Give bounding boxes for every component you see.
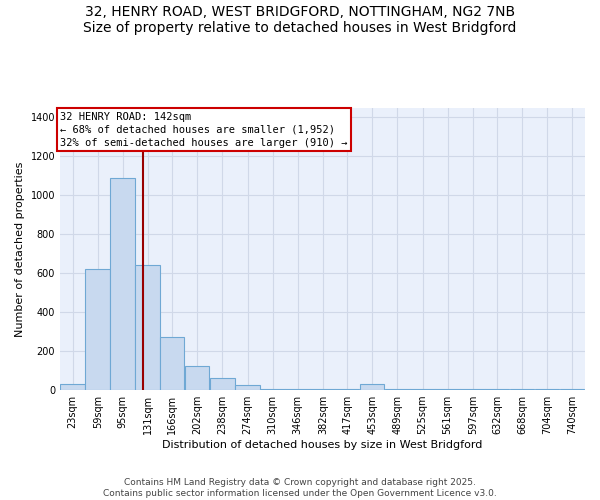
Bar xyxy=(285,389,310,390)
Bar xyxy=(185,366,209,390)
Text: 32 HENRY ROAD: 142sqm
← 68% of detached houses are smaller (1,952)
32% of semi-d: 32 HENRY ROAD: 142sqm ← 68% of detached … xyxy=(60,112,347,148)
Bar xyxy=(85,270,110,390)
Bar xyxy=(535,389,559,390)
Bar xyxy=(360,384,385,390)
Bar xyxy=(260,389,285,390)
Text: 32, HENRY ROAD, WEST BRIDGFORD, NOTTINGHAM, NG2 7NB
Size of property relative to: 32, HENRY ROAD, WEST BRIDGFORD, NOTTINGH… xyxy=(83,5,517,35)
Bar xyxy=(310,389,335,390)
Bar xyxy=(510,389,535,390)
Bar xyxy=(485,389,509,390)
Bar xyxy=(210,378,235,390)
Bar xyxy=(385,389,410,390)
Bar xyxy=(335,389,359,390)
Bar xyxy=(110,178,135,390)
X-axis label: Distribution of detached houses by size in West Bridgford: Distribution of detached houses by size … xyxy=(163,440,483,450)
Bar xyxy=(460,389,485,390)
Bar xyxy=(235,385,260,390)
Bar xyxy=(160,336,184,390)
Bar xyxy=(560,389,584,390)
Bar xyxy=(136,266,160,390)
Bar xyxy=(435,389,460,390)
Bar xyxy=(60,384,85,390)
Text: Contains HM Land Registry data © Crown copyright and database right 2025.
Contai: Contains HM Land Registry data © Crown c… xyxy=(103,478,497,498)
Bar xyxy=(410,389,434,390)
Y-axis label: Number of detached properties: Number of detached properties xyxy=(15,161,25,336)
